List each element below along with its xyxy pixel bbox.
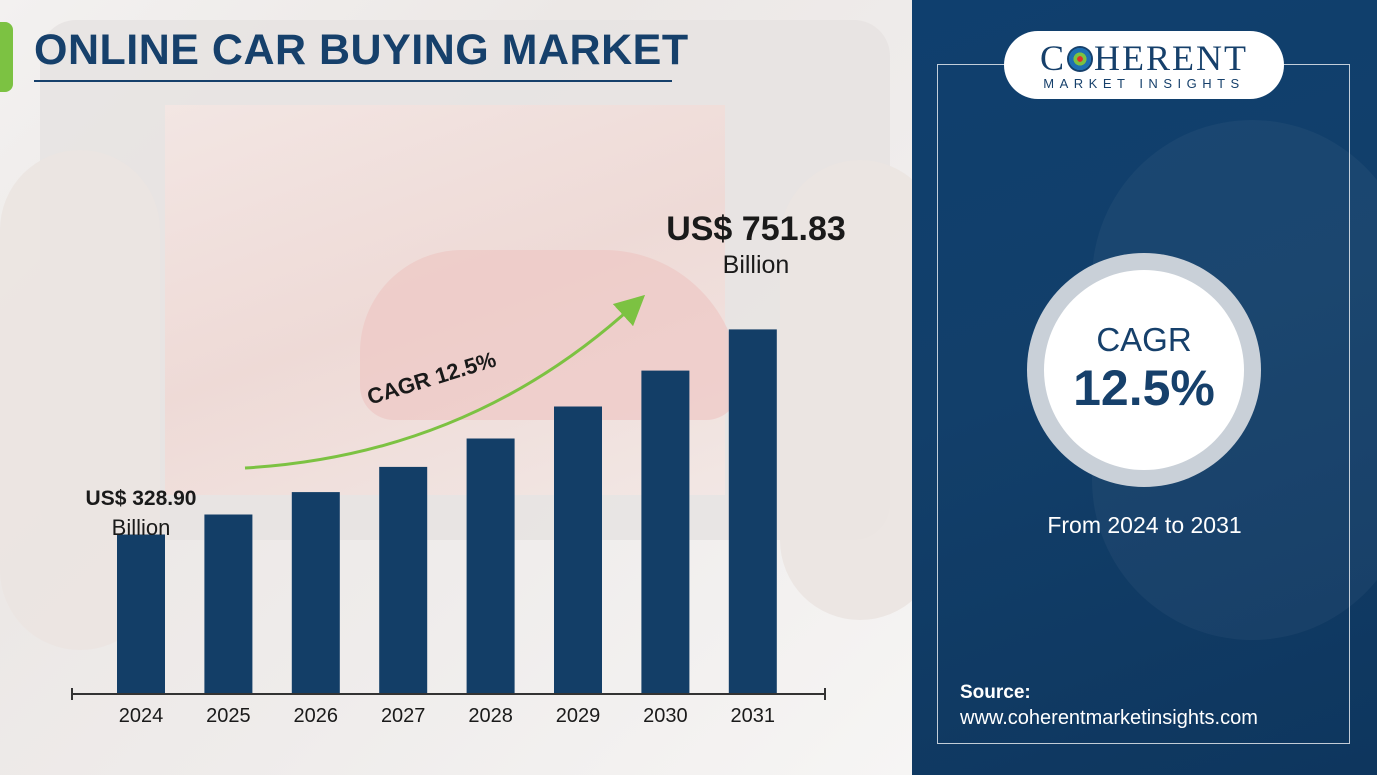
chart-title: ONLINE CAR BUYING MARKET (34, 26, 689, 74)
bar-2024 (117, 534, 165, 694)
x-tick-label-2025: 2025 (206, 705, 251, 727)
x-tick-label-2031: 2031 (731, 705, 776, 727)
bar-2031 (728, 329, 777, 694)
start-value: US$ 328.90 (85, 487, 197, 510)
x-tick-label-2027: 2027 (381, 705, 426, 727)
end-value: US$ 751.83 (666, 210, 846, 248)
growth-arrow (244, 294, 646, 470)
x-tick-label-2028: 2028 (468, 705, 513, 727)
bar-2028 (466, 438, 515, 694)
bar-chart: 2024 2025 2026 2027 2028 2029 2030 2031 (71, 294, 826, 727)
logo-globe-icon (1067, 46, 1094, 72)
cagr-title: CAGR (1096, 321, 1192, 358)
logo-letter-c: C (1040, 38, 1067, 78)
x-tick-label-2026: 2026 (294, 705, 339, 727)
source-url: www.coherentmarketinsights.com (960, 707, 1258, 729)
bar-2025 (204, 514, 253, 694)
x-tick-label-2024: 2024 (119, 705, 164, 727)
logo-tagline: MARKET INSIGHTS (1043, 76, 1245, 91)
forecast-period: From 2024 to 2031 (1047, 512, 1242, 538)
end-value-label: US$ 751.83 Billion (640, 210, 872, 280)
background-right-hand (780, 160, 912, 620)
bar-2030 (641, 370, 690, 694)
logo-wordmark: C HERENT (1004, 37, 1284, 79)
summary-panel: C HERENT MARKET INSIGHTS CAGR 12.5% From … (912, 0, 1377, 775)
chart-panel: ONLINE CAR BUYING MARKET 2024 2025 2026 202… (0, 0, 912, 775)
cagr-circle: CAGR 12.5% (1044, 270, 1244, 470)
bar-2026 (291, 492, 340, 694)
source-label: Source: (960, 682, 1031, 703)
end-unit: Billion (722, 251, 790, 279)
start-value-label: US$ 328.90 Billion (66, 487, 216, 541)
title-accent-tab (0, 22, 13, 92)
company-logo: C HERENT MARKET INSIGHTS (1004, 31, 1284, 99)
bar-2027 (379, 466, 428, 694)
title-underline (34, 80, 672, 82)
bar-2029 (554, 406, 602, 694)
x-tick-label-2030: 2030 (643, 705, 688, 727)
start-unit: Billion (111, 515, 171, 540)
cagr-value: 12.5% (1073, 360, 1215, 416)
logo-letters-rest: HERENT (1094, 38, 1248, 78)
cagr-badge: CAGR 12.5% (1027, 253, 1261, 487)
x-tick-label-2029: 2029 (556, 705, 601, 727)
